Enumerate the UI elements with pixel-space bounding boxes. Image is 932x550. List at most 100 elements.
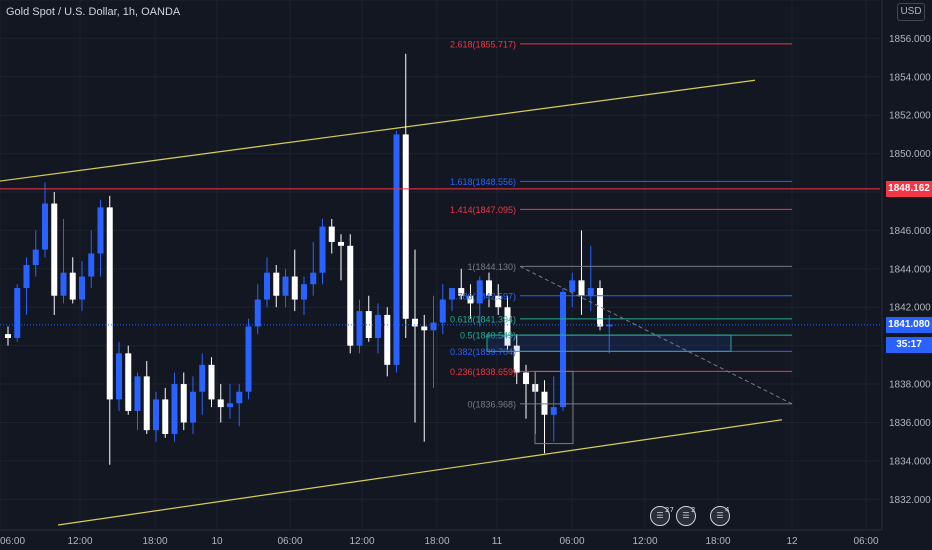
price-axis-label: 1842.000: [889, 303, 931, 314]
candle-body: [42, 203, 48, 250]
candle-body: [79, 276, 85, 300]
price-axis-label: 1852.000: [889, 111, 931, 122]
fib-level-label: 0.786(1842.597): [450, 291, 516, 301]
time-axis-label: 12:00: [67, 536, 92, 547]
price-axis-label: 1836.000: [889, 418, 931, 429]
candle-body: [310, 272, 317, 285]
fib-level-label: 0.382(1839.704): [450, 347, 516, 357]
price-axis-label: 1834.000: [889, 456, 931, 467]
candle-body: [476, 280, 483, 304]
candle-body: [14, 288, 21, 338]
projection-line: [519, 265, 793, 405]
candle-body: [291, 276, 298, 300]
candle-body: [153, 399, 159, 431]
alert-price-tag: 1848.162: [886, 180, 932, 197]
range-box: [534, 370, 574, 445]
fib-level-label: 2.618(1855.717): [450, 39, 516, 49]
price-axis-label: 1844.000: [889, 264, 931, 275]
fib-level-label: 1(1844.130): [467, 262, 516, 272]
candle-body: [606, 324, 613, 327]
fib-level-label: 1.618(1848.556): [450, 177, 516, 187]
countdown-tag: 35:17: [886, 336, 932, 353]
candle-body: [328, 226, 335, 242]
time-axis-label: 18:00: [142, 536, 167, 547]
candle-body: [143, 376, 150, 431]
candle-body: [439, 299, 446, 323]
last-price-tag: 1841.080: [886, 316, 932, 333]
candle-body: [513, 345, 520, 373]
candle-body: [254, 299, 261, 327]
candle-body: [88, 253, 95, 277]
candle-body: [245, 326, 252, 392]
candle-body: [199, 364, 206, 392]
time-axis-label: 06:00: [0, 536, 25, 547]
price-axis-label: 1846.000: [889, 226, 931, 237]
candle-body: [217, 399, 224, 408]
candle-body: [134, 376, 141, 411]
candle-body: [393, 134, 400, 365]
economic-event-icon[interactable]: ☰ 27: [650, 506, 674, 526]
candle-body: [190, 391, 196, 423]
price-axis-label: 1832.000: [889, 495, 931, 506]
candle-body: [384, 314, 391, 365]
event-count: 4: [725, 506, 730, 514]
currency-button[interactable]: USD: [897, 3, 925, 21]
candle-body: [23, 265, 30, 289]
time-axis-label: 06:00: [277, 536, 302, 547]
candle-body: [106, 207, 113, 400]
fib-level-label: 0.236(1838.659): [450, 367, 516, 377]
candle-body: [125, 353, 132, 411]
candle-body: [338, 241, 344, 246]
candle-body: [486, 280, 492, 296]
time-axis-label: 06:00: [853, 536, 878, 547]
event-count: 2: [691, 506, 696, 514]
economic-event-icon[interactable]: ☰ 4: [710, 506, 730, 526]
candle-body: [430, 322, 437, 331]
candle-body: [208, 364, 215, 400]
candle-body: [356, 311, 363, 346]
time-axis-label: 10: [211, 536, 223, 547]
price-axis-label: 1854.000: [889, 72, 931, 83]
time-axis-label: 12:00: [632, 536, 657, 547]
fib-zone-box: [486, 334, 732, 352]
candle-body: [273, 272, 280, 296]
candle-body: [495, 295, 502, 308]
price-axis-label: 1850.000: [889, 149, 931, 160]
candle-body: [467, 295, 474, 304]
candle-body: [541, 391, 548, 415]
trend-channel-line: [0, 79, 756, 182]
candle-body: [69, 272, 76, 300]
candle-body: [282, 276, 289, 296]
symbol-title[interactable]: Gold Spot / U.S. Dollar, 1h, OANDA: [6, 6, 181, 18]
trend-channel-line: [57, 419, 783, 526]
candle-body: [162, 399, 169, 434]
time-axis-label: 06:00: [559, 536, 584, 547]
candle-body: [412, 318, 418, 327]
economic-event-icon[interactable]: ☰ 2: [676, 506, 696, 526]
candle-body: [32, 249, 39, 265]
time-axis-label: 12:00: [349, 536, 374, 547]
candle-body: [504, 307, 511, 346]
candle-body: [97, 207, 104, 254]
fib-level-label: 1.414(1847.095): [450, 205, 516, 215]
candle-body: [301, 284, 307, 300]
price-axis-label: 1856.000: [889, 34, 931, 45]
time-axis-label: 18:00: [424, 536, 449, 547]
event-count: 27: [665, 506, 674, 514]
candle-body: [458, 288, 465, 296]
candle-body: [587, 288, 594, 296]
candle-body: [578, 280, 585, 296]
price-axis-label: 1838.000: [889, 380, 931, 391]
candle-body: [569, 280, 576, 292]
candle-body: [51, 203, 58, 296]
candle-body: [264, 272, 270, 300]
candle-body: [116, 353, 122, 400]
candle-body: [402, 134, 409, 319]
time-axis-label: 12: [786, 536, 798, 547]
candle-body: [421, 326, 428, 331]
candle-body: [236, 391, 243, 404]
candle-body: [375, 314, 381, 338]
time-axis-label: 11: [492, 536, 503, 547]
fib-level-label: 0(1836.968): [467, 399, 516, 409]
